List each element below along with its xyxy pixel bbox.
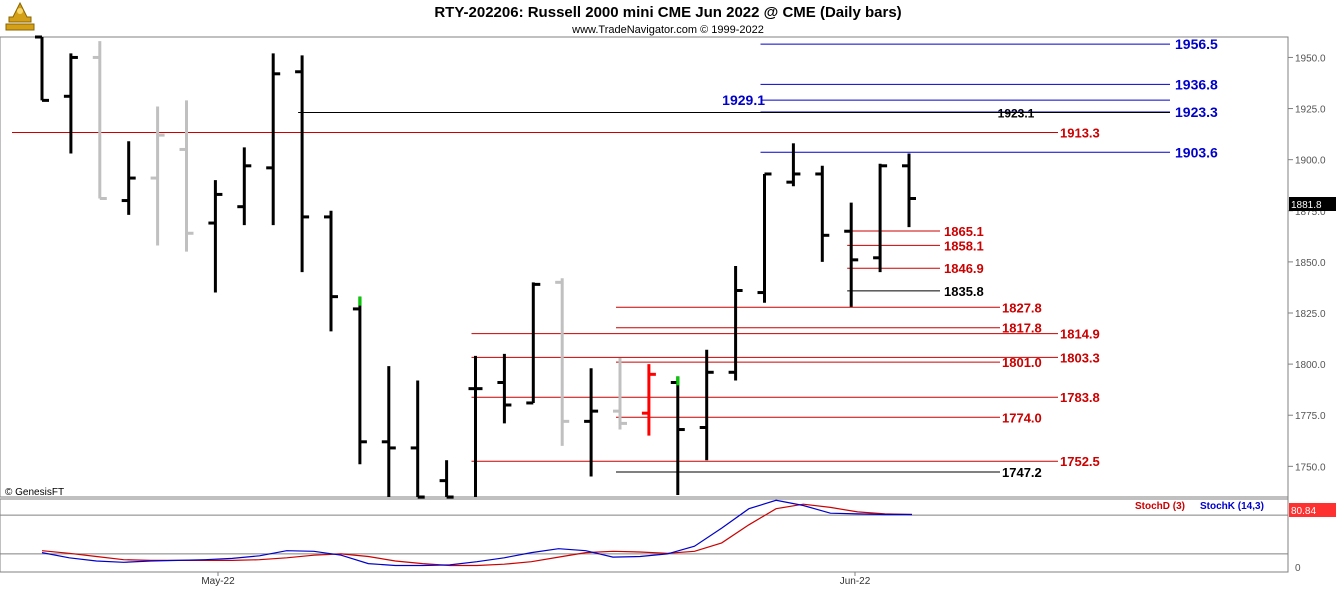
ohlc-bar: [324, 210, 338, 332]
y-tick-label: 1850.0: [1295, 258, 1326, 269]
level-label: 1865.1: [944, 224, 984, 239]
price-axis: 1750.0 1775.0 1800.0 1825.0 1850.0 1875.0 1900…: [1288, 53, 1326, 473]
last-price-tag-bg: [1289, 197, 1336, 211]
y-tick-label: 1925.0: [1295, 105, 1326, 116]
level-label: 1923.1: [998, 106, 1035, 120]
ohlc-bar: [815, 165, 830, 262]
ohlc-bar: [873, 163, 888, 273]
level-label: 1929.1: [722, 92, 765, 108]
stoch-series-line: [41, 503, 913, 567]
level-label: 1747.2: [1002, 465, 1042, 480]
ohlc-bar: [670, 376, 685, 495]
ohlc-bar: [266, 53, 281, 226]
level-label: 1835.8: [944, 284, 984, 299]
ohlc-bar: [295, 55, 310, 273]
x-tick-label: May-22: [201, 576, 235, 587]
stoch-value-tag-bg: [1289, 503, 1336, 517]
ohlc-bar: [526, 282, 541, 405]
ohlc-bar: [584, 368, 599, 477]
y-tick-label: 1825.0: [1295, 309, 1326, 320]
ohlc-bar: [641, 364, 656, 436]
ohlc-bar: [757, 172, 772, 303]
chart-title: RTY-202206: Russell 2000 mini CME Jun 20…: [434, 4, 901, 21]
ohlc-bar: [786, 143, 801, 187]
level-label: 1936.8: [1175, 76, 1218, 92]
copyright-label: © GenesisFT: [5, 487, 64, 498]
last-price-tag: 1881.8: [1291, 200, 1322, 211]
y-tick-label: 1875.0: [1295, 207, 1326, 218]
y-tick-label: 1775.0: [1295, 411, 1326, 422]
ohlc-bar: [468, 355, 483, 497]
level-label: 1801.0: [1002, 355, 1042, 370]
ohlc-bar: [179, 100, 194, 252]
stoch-value-tag: 80.84: [1291, 506, 1316, 517]
y-tick-label: 1900.0: [1295, 156, 1326, 167]
price-panel: [0, 36, 1289, 498]
level-label: 1783.8: [1060, 390, 1100, 405]
y-tick-label: 1800.0: [1295, 360, 1326, 371]
ohlc-bar: [613, 357, 627, 430]
ohlc-bar: [844, 202, 859, 307]
ohlc-bar: [352, 296, 367, 465]
level-label: 1814.9: [1060, 327, 1100, 342]
level-label: 1817.8: [1002, 321, 1042, 336]
level-label: 1956.5: [1175, 36, 1218, 52]
ohlc-bar: [902, 153, 916, 228]
ohlc-bar: [150, 106, 165, 246]
y-tick-label: 1750.0: [1295, 462, 1326, 473]
date-axis: May-22 Jun-22: [201, 572, 871, 587]
level-label: 1774.0: [1002, 410, 1042, 425]
ohlc-bar: [410, 380, 425, 499]
ohlc-bar: [439, 460, 454, 499]
level-label: 1752.5: [1060, 454, 1100, 469]
stochk-legend: StochK (14,3): [1200, 501, 1264, 512]
ohlc-bar: [237, 147, 252, 226]
ohlc-bar: [35, 35, 49, 102]
ohlc-bar: [555, 278, 570, 446]
price-bars: [35, 35, 916, 499]
level-label: 1803.3: [1060, 350, 1100, 365]
ohlc-bar: [63, 53, 78, 154]
level-label: 1846.9: [944, 261, 984, 276]
ohlc-bar: [728, 265, 743, 381]
ohlc-bar: [381, 366, 396, 497]
stoch-series-line: [41, 499, 912, 567]
stochastic-lines: 0: [0, 499, 1301, 574]
chart-subtitle: www.TradeNavigator.com © 1999-2022: [571, 24, 764, 36]
y-tick-label: 1950.0: [1295, 53, 1326, 64]
level-label: 1827.8: [1002, 300, 1042, 315]
ohlc-bar: [699, 349, 714, 461]
ohlc-bar: [121, 141, 136, 215]
ohlc-bar: [497, 353, 512, 424]
level-label: 1903.6: [1175, 144, 1218, 160]
stoch-tick-label: 0: [1295, 563, 1301, 574]
ohlc-bar: [208, 180, 223, 293]
gold-trophy-logo-icon: [5, 1, 35, 31]
level-label: 1858.1: [944, 238, 984, 253]
support-resistance-levels: 1956.5 1936.8 1929.1 1923.3 1923.1 1913.3 1903…: [12, 36, 1218, 480]
stochd-legend: StochD (3): [1135, 501, 1185, 512]
level-label: 1923.3: [1175, 104, 1218, 120]
x-tick-label: Jun-22: [840, 576, 871, 587]
stochastic-panel: [0, 498, 1289, 573]
level-label: 1913.3: [1060, 125, 1100, 140]
ohlc-bar: [92, 41, 107, 201]
